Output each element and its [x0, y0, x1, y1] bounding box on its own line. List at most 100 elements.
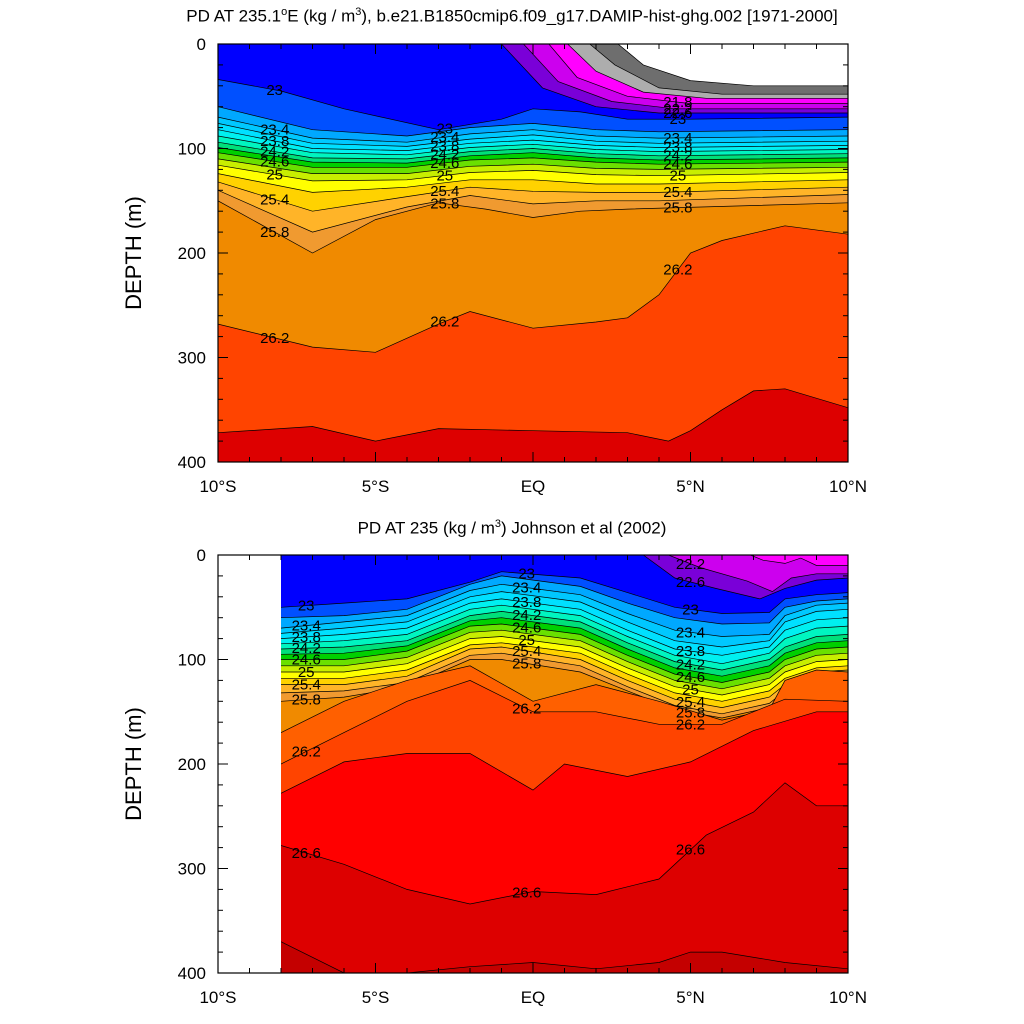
- contour-label: 25.4: [512, 643, 541, 660]
- contour-label: 25.4: [676, 694, 705, 711]
- isopycnal-25: [281, 636, 848, 696]
- isopycnal-23.6: [218, 123, 848, 147]
- isopycnal-26.4: [281, 711, 848, 794]
- contour-label: 23.8: [430, 138, 459, 155]
- x-tick-label: 5°S: [362, 477, 390, 496]
- contour-label: 24.2: [663, 148, 692, 165]
- contour-label: 24.6: [292, 652, 321, 669]
- isopycnal-24.2: [218, 141, 848, 160]
- contour-label: 24.2: [292, 640, 321, 657]
- isopycnal-22.2: [281, 555, 848, 592]
- isopycnal-23.4: [218, 116, 848, 143]
- contour-label: 26.2: [260, 330, 289, 347]
- isopycnal-24: [281, 604, 848, 665]
- contour-field: 22.222.623232323.423.423.423.823.823.824…: [281, 555, 848, 973]
- y-tick-label: 200: [178, 755, 206, 774]
- contour-fill-26.6: [281, 782, 848, 973]
- contour-label: 21.8: [663, 94, 692, 111]
- x-tick-label: 10°S: [199, 477, 236, 496]
- isopycnal-24.6: [281, 623, 848, 683]
- contour-label: 25.4: [430, 183, 459, 200]
- y-axis-label: DEPTH (m): [121, 707, 146, 821]
- isopycnal-26.8: [281, 941, 848, 973]
- isopycnal-23.2: [218, 106, 848, 137]
- contour-label: 24.2: [260, 144, 289, 161]
- isopycnal-26.6: [218, 388, 848, 442]
- chart-title-top: PD AT 235.1oE (kg / m3), b.e21.B1850cmip…: [186, 6, 838, 26]
- contour-label: 25.8: [512, 656, 541, 673]
- isopycnal-24.4: [281, 617, 848, 677]
- contour-label: 25.8: [292, 692, 321, 709]
- isopycnal-21.8: [281, 555, 848, 566]
- isopycnal-20.6: [218, 44, 848, 87]
- contour-label: 23: [670, 111, 687, 128]
- y-axis-label: DEPTH (m): [121, 196, 146, 310]
- contour-label: 24.6: [430, 155, 459, 172]
- isopycnal-23.2: [281, 575, 848, 625]
- contour-label: 25: [436, 167, 453, 184]
- isopycnal-23.4: [281, 583, 848, 637]
- x-tick-label: 10°N: [829, 477, 867, 496]
- x-tick-label: EQ: [521, 477, 546, 496]
- contour-label: 23.8: [676, 643, 705, 660]
- contour-label: 23: [518, 566, 535, 583]
- contour-label: 25: [670, 167, 687, 184]
- contour-label: 26.6: [676, 842, 705, 859]
- isopycnal-24.8: [218, 158, 848, 174]
- isopycnal-25.2: [281, 642, 848, 702]
- isopycnal-26.6: [281, 782, 848, 905]
- contour-label: 23.4: [663, 130, 692, 147]
- y-tick-label: 400: [178, 453, 206, 472]
- isopycnal-25.2: [218, 173, 848, 193]
- contour-label: 23.4: [292, 618, 321, 635]
- isopycnal-22.6: [281, 555, 848, 600]
- contour-label: 23.8: [663, 139, 692, 156]
- contour-fill-26.6: [218, 388, 848, 462]
- contour-label: 23: [266, 82, 283, 99]
- contour-label: 23: [436, 121, 453, 138]
- contour-label: 25.4: [292, 677, 321, 694]
- isopycnal-24.8: [281, 629, 848, 690]
- isopycnal-24.2: [281, 611, 848, 671]
- contour-label: 22.6: [663, 105, 692, 122]
- contour-label: 26.2: [292, 743, 321, 760]
- isopycnal-23.6: [281, 591, 848, 648]
- contour-label: 25: [298, 664, 315, 681]
- isopycnal-22.6: [218, 44, 848, 114]
- isopycnal-22.2: [218, 44, 848, 110]
- contour-label: 25.8: [430, 196, 459, 213]
- contour-label: 23.8: [512, 594, 541, 611]
- contour-label: 25: [518, 632, 535, 649]
- isopycnal-23.8: [218, 129, 848, 151]
- x-tick-label: EQ: [521, 988, 546, 1007]
- contour-label: 23: [298, 598, 315, 615]
- isopycnal-26: [281, 665, 848, 733]
- contour-label: 24.2: [430, 147, 459, 164]
- isopycnal-25: [218, 164, 848, 182]
- y-tick-label: 200: [178, 244, 206, 263]
- isopycnal-23: [281, 571, 848, 614]
- axes-top: 10°S 5°S EQ 5°N 10°N 0 100 200 300 400 DEPTH (m): [121, 35, 867, 496]
- contour-label: 23: [682, 601, 699, 618]
- y-tick-label: 0: [197, 35, 206, 54]
- isopycnal-24: [218, 135, 848, 156]
- contour-label: 24.6: [260, 153, 289, 170]
- x-tick-label: 10°S: [199, 988, 236, 1007]
- contour-label: 24.2: [512, 607, 541, 624]
- contour-label: 23.4: [676, 624, 705, 641]
- x-tick-label: 5°N: [676, 477, 705, 496]
- contour-label: 25.4: [663, 184, 692, 201]
- contour-label: 26.2: [663, 262, 692, 279]
- contour-label: 24.2: [676, 656, 705, 673]
- x-tick-label: 5°N: [676, 988, 705, 1007]
- isopycnal-21: [218, 44, 848, 95]
- isopycnal-24.6: [218, 152, 848, 168]
- contour-label: 22.6: [676, 574, 705, 591]
- contour-label: 23.4: [430, 129, 459, 146]
- axes-bottom: 10°S 5°S EQ 5°N 10°N 0 100 200 300 400 DEPTH (m): [121, 546, 867, 1007]
- isopycnal-23.8: [281, 598, 848, 656]
- contour-fill-26.2: [218, 225, 848, 462]
- y-tick-label: 300: [178, 349, 206, 368]
